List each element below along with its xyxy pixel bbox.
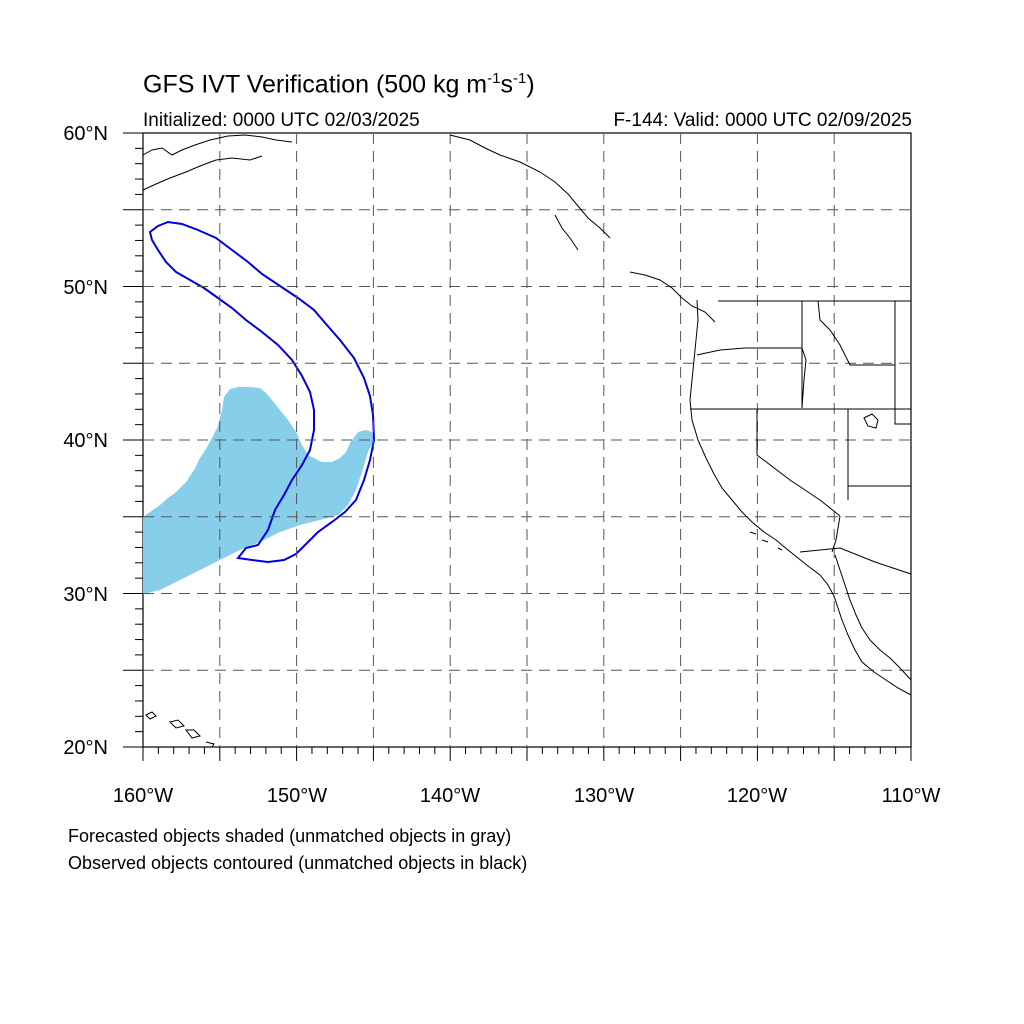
chart-title: GFS IVT Verification (500 kg m-1s-1) [143,70,535,99]
lon-label-150w: 150°W [266,785,328,807]
legend-forecast-note: Forecasted objects shaded (unmatched obj… [68,826,512,846]
lon-label-110w: 110°W [881,785,941,807]
lat-label-40: 40°N [63,430,108,452]
lon-label-120w: 120°W [726,785,788,807]
lat-label-60: 60°N [63,123,108,145]
valid-time: F-144: Valid: 0000 UTC 02/09/2025 [613,110,912,131]
coastlines [142,134,912,748]
lat-label-50: 50°N [63,277,108,299]
legend-observed-note: Observed objects contoured (unmatched ob… [68,853,528,873]
lon-label-140w: 140°W [419,785,481,807]
lon-label-130w: 130°W [573,785,635,807]
lat-label-20: 20°N [63,737,108,759]
forecast-object [143,387,374,594]
observed-contour [148,220,376,564]
lat-label-30: 30°N [63,584,108,606]
axis-ticks [123,132,912,761]
initialized-time: Initialized: 0000 UTC 02/03/2025 [143,110,420,131]
grid-lines [143,133,911,747]
lon-label-160w: 160°W [112,785,174,807]
